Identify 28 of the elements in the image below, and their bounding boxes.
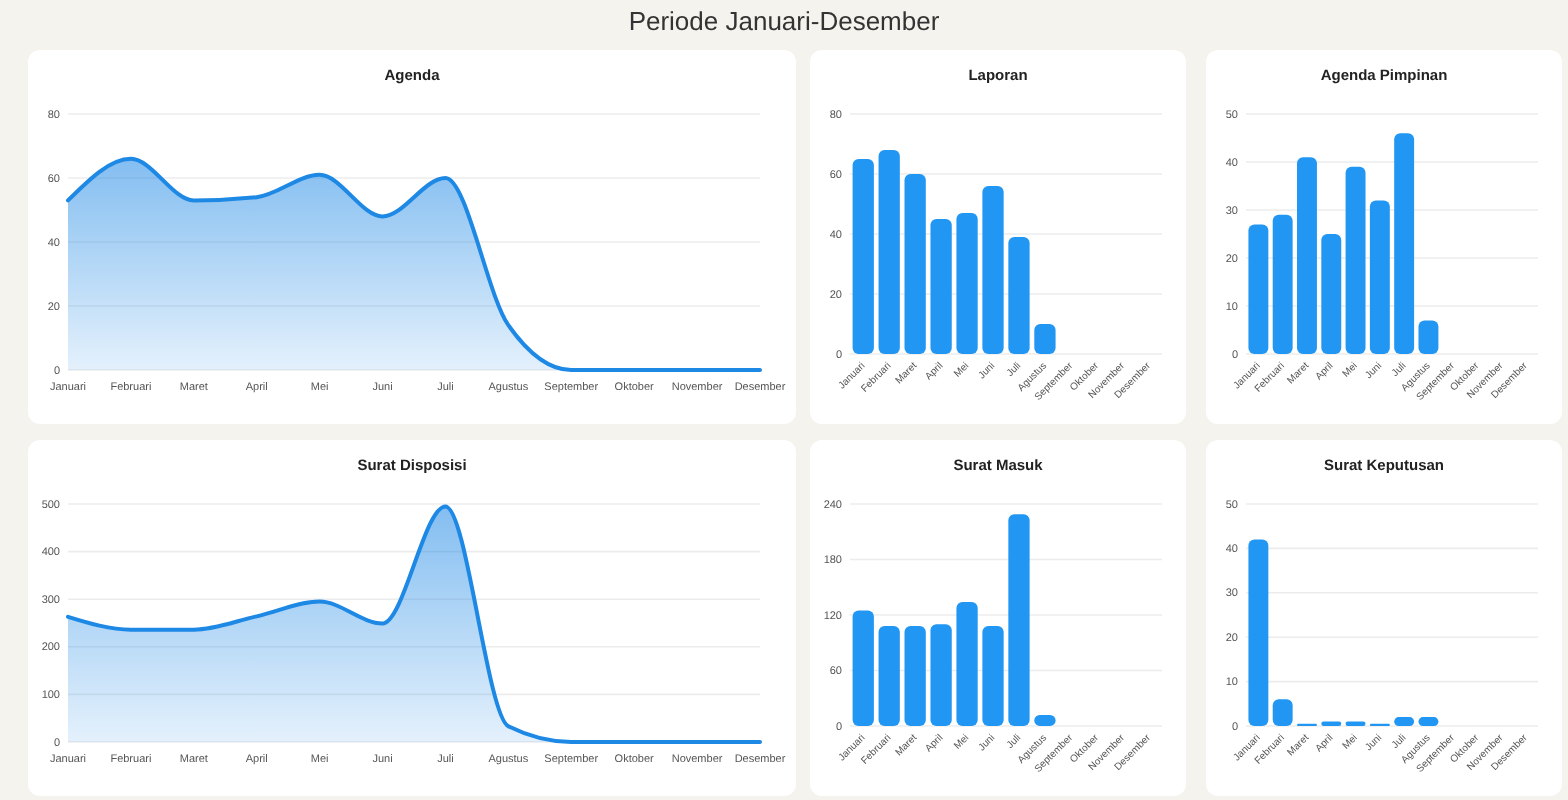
- bar: [1321, 234, 1342, 354]
- bar: [956, 602, 978, 726]
- bar: [1248, 539, 1269, 726]
- bar: [1418, 717, 1439, 726]
- bar: [1272, 214, 1293, 354]
- bar: [1034, 324, 1056, 354]
- bar: [1394, 717, 1415, 726]
- bar: [982, 186, 1004, 354]
- bar: [1297, 157, 1317, 354]
- bar: [1272, 699, 1293, 726]
- bar: [1418, 320, 1439, 354]
- bar: [852, 610, 874, 726]
- bar: [1369, 200, 1390, 354]
- bar: [930, 624, 952, 726]
- bar: [982, 626, 1004, 726]
- bar: [852, 159, 874, 354]
- bar: [930, 219, 952, 354]
- bar: [878, 626, 900, 726]
- bar: [1345, 166, 1366, 354]
- bar: [1394, 133, 1415, 354]
- bar: [904, 626, 926, 726]
- bar: [956, 213, 978, 354]
- text: Periode Januari-Desember: [628, 6, 941, 36]
- bar: [904, 174, 926, 354]
- bar: [1008, 237, 1030, 354]
- bar: [1008, 514, 1030, 726]
- bar: [1248, 224, 1269, 354]
- bar: [878, 150, 900, 354]
